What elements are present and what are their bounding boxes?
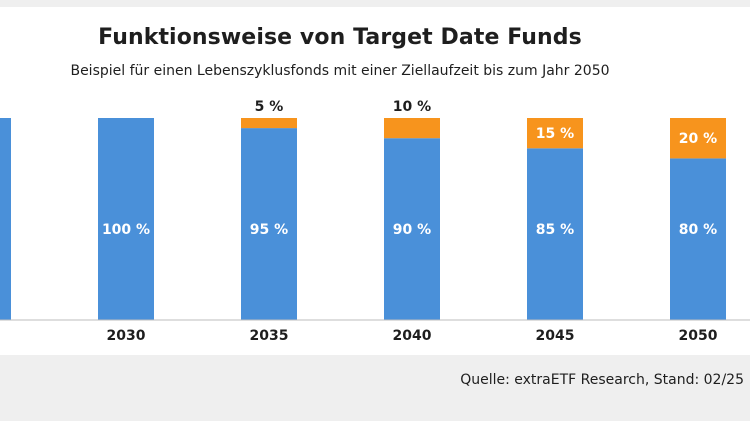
- bar-segment-blue-2040: [384, 138, 440, 320]
- bar-value-label: 85 %: [536, 222, 574, 238]
- chart-title: Funktionsweise von Target Date Funds: [98, 25, 582, 50]
- x-tick-label-2045: 2045: [536, 328, 575, 344]
- bar-value-label: 15 %: [536, 126, 574, 142]
- source-note: Quelle: extraETF Research, Stand: 02/25: [460, 372, 744, 388]
- bar-segment-orange-2035: [241, 118, 297, 129]
- x-tick-label-2050: 2050: [679, 328, 718, 344]
- bar-segment-blue-first: [0, 118, 11, 320]
- stacked-bar-chart: %100 %95 %5 %90 %10 %85 %15 %80 %20 % 20…: [0, 99, 750, 344]
- bar-value-label: 95 %: [250, 222, 288, 238]
- bar-segment-blue-2045: [527, 148, 583, 320]
- bar-segment-blue-2035: [241, 128, 297, 320]
- x-tick-label-2030: 2030: [107, 328, 146, 344]
- bar-value-label: 20 %: [679, 131, 717, 147]
- bar-segment-blue-2030: [98, 118, 154, 320]
- bar-value-label: 10 %: [393, 99, 431, 115]
- x-tick-labels: 2030 2035 2040 2045 2050: [107, 328, 718, 344]
- bar-segment-blue-2050: [670, 158, 726, 320]
- x-tick-label-2040: 2040: [393, 328, 432, 344]
- bar-value-label: 80 %: [679, 222, 717, 238]
- bar-value-label: 100 %: [102, 222, 150, 238]
- bar-segment-orange-2050: [670, 118, 726, 159]
- bars-group: %100 %95 %5 %90 %10 %85 %15 %80 %20 %: [0, 99, 726, 320]
- x-tick-label-2035: 2035: [250, 328, 289, 344]
- chart-card: Funktionsweise von Target Date Funds Bei…: [0, 7, 750, 405]
- bar-value-label: 90 %: [393, 222, 431, 238]
- bar-segment-orange-2045: [527, 118, 583, 149]
- bar-value-label: 5 %: [255, 99, 284, 115]
- bar-segment-orange-2040: [384, 118, 440, 139]
- footer-band: [0, 355, 750, 405]
- chart-subtitle: Beispiel für einen Lebenszyklusfonds mit…: [70, 63, 610, 79]
